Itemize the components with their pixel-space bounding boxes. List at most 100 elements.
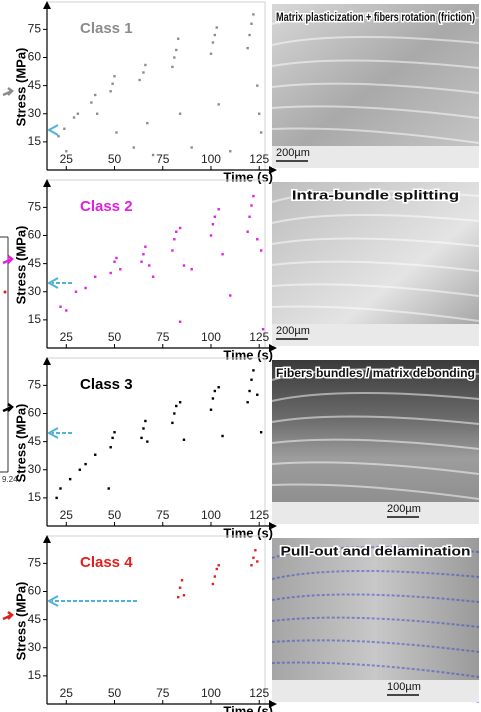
sem-texture — [271, 105, 480, 119]
sem-texture — [271, 616, 480, 628]
y-tick-label: 75 — [28, 378, 42, 392]
data-point — [109, 90, 112, 93]
sem-texture — [271, 35, 480, 46]
data-point — [109, 271, 112, 275]
data-point — [259, 131, 263, 134]
sem-footer — [272, 680, 479, 702]
x-tick-label: 100 — [201, 508, 221, 522]
sem-texture — [271, 391, 480, 402]
x-axis-arrow — [269, 344, 277, 352]
data-point — [211, 41, 215, 44]
data-point — [115, 256, 118, 260]
data-point — [65, 150, 68, 153]
data-point — [248, 215, 251, 218]
sem-texture — [271, 415, 480, 425]
y-tick-label: 45 — [28, 256, 42, 270]
data-point — [146, 121, 149, 125]
y-tick-label: 15 — [28, 490, 42, 504]
data-point — [180, 579, 184, 582]
data-point — [178, 586, 182, 589]
x-axis-label: Time (s) — [223, 703, 273, 712]
x-tick-label: 50 — [108, 686, 122, 700]
data-point — [211, 397, 215, 400]
data-point — [258, 112, 261, 115]
data-point — [215, 567, 218, 571]
data-point — [178, 401, 182, 404]
data-point — [175, 48, 178, 52]
data-point — [190, 268, 193, 271]
data-point — [144, 245, 147, 248]
chart-title: Class 1 — [80, 20, 133, 37]
scale-bar-label: 200µm — [276, 325, 310, 337]
data-point — [246, 46, 249, 50]
data-point — [252, 556, 255, 559]
data-point — [68, 477, 72, 481]
data-point — [173, 238, 176, 241]
y-tick-label: 15 — [28, 312, 42, 326]
data-point — [176, 595, 180, 599]
image-caption: Pull-out and delamination — [281, 543, 471, 558]
data-point — [182, 594, 186, 597]
data-point — [151, 153, 155, 157]
data-point — [84, 286, 87, 290]
data-point — [252, 369, 255, 372]
sem-texture — [271, 237, 480, 247]
data-point — [182, 264, 186, 267]
y-axis-label: Stress (MPa) — [13, 404, 28, 483]
data-point — [221, 253, 224, 256]
chart-title: Class 4 — [80, 554, 133, 571]
level-arrow-head — [46, 427, 59, 439]
x-tick-label: 25 — [60, 330, 74, 344]
sem-texture — [271, 661, 480, 678]
class-arrow — [2, 611, 14, 621]
x-axis-arrow — [269, 700, 277, 708]
data-point — [146, 440, 149, 443]
sem-image — [272, 4, 479, 168]
y-tick-label: 60 — [28, 584, 42, 598]
data-point — [221, 434, 224, 438]
x-tick-label: 75 — [156, 686, 170, 700]
data-point — [178, 226, 182, 230]
data-point — [217, 386, 220, 389]
sem-footer — [272, 502, 479, 524]
sem-texture — [271, 546, 480, 559]
data-point — [63, 127, 66, 130]
data-point — [78, 468, 81, 471]
y-tick-label: 45 — [28, 434, 42, 448]
sem-texture — [271, 190, 480, 203]
data-point — [259, 431, 263, 434]
data-point — [72, 116, 76, 119]
x-tick-label: 75 — [156, 508, 170, 522]
data-point — [190, 146, 193, 149]
data-point — [142, 71, 145, 74]
data-point — [94, 453, 97, 456]
data-point — [261, 328, 265, 331]
x-tick-label: 125 — [249, 686, 269, 700]
data-point — [250, 204, 253, 207]
data-point — [254, 549, 257, 552]
data-point — [140, 436, 143, 440]
data-point — [74, 290, 78, 293]
data-point — [111, 436, 114, 440]
data-point — [250, 564, 253, 567]
data-point — [246, 401, 249, 404]
data-point — [113, 431, 116, 434]
data-point — [213, 33, 217, 37]
data-point — [144, 63, 147, 67]
x-axis-label: Time (s) — [223, 347, 273, 362]
sem-image — [272, 360, 479, 524]
sem-footer — [272, 324, 479, 346]
y-tick-label: 60 — [28, 228, 42, 242]
x-tick-label: 100 — [201, 152, 221, 166]
data-point — [65, 309, 68, 312]
data-point — [142, 253, 145, 256]
y-tick-label: 45 — [28, 612, 42, 626]
data-point — [209, 52, 213, 55]
data-point — [229, 150, 232, 153]
sem-texture — [271, 213, 480, 224]
data-point — [138, 78, 141, 82]
data-point — [213, 215, 217, 218]
x-tick-label: 100 — [201, 330, 221, 344]
image-caption: Matrix plasticization + fibers rotation … — [276, 10, 475, 24]
